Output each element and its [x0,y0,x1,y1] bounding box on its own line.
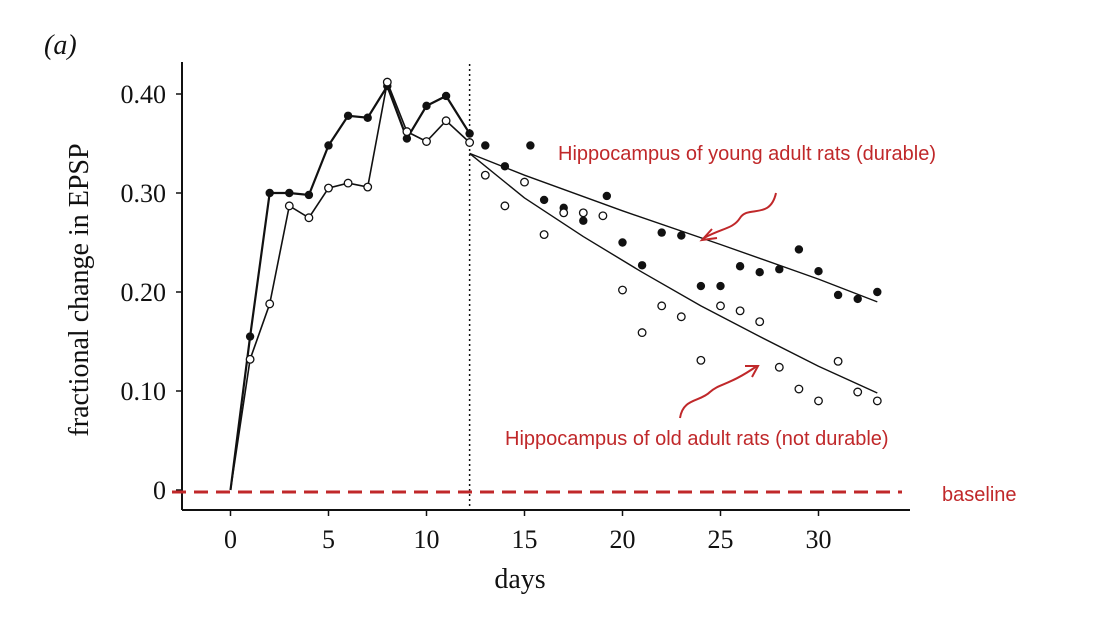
old-data-point [578,208,588,218]
young-data-point [343,111,353,120]
y-tick-label: 0 [153,476,166,505]
old-data-point [872,396,882,406]
young-data-point [873,287,882,297]
old-data-point [559,208,569,218]
young-data-point [285,188,294,198]
young-arrow [703,192,777,239]
young-data-point [853,294,862,304]
axes [181,62,910,511]
young-data-point [696,281,706,291]
baseline-label: baseline [942,484,1017,506]
young-data-point [324,141,333,150]
old-connecting-line [229,79,471,491]
x-axis-label: days [494,564,545,595]
young-data-point [814,267,823,276]
x-tick-label: 25 [708,525,734,554]
young-data-point [481,141,490,150]
young-data-point [539,195,549,205]
axis-ticks: 0 5 10 15 20 25 30 0 0.10 0.20 0.30 0.40 [121,80,832,554]
x-tick-label: 10 [414,525,440,554]
old-data-point [853,387,863,397]
young-data-point [500,162,510,171]
y-tick-label: 0.40 [121,80,167,109]
panel-label: (a) [44,30,77,61]
old-arrow-head [745,365,760,378]
old-data-point [343,178,353,188]
old-data-point [480,170,490,180]
young-data-point [245,332,255,341]
young-data-point [755,268,764,277]
old-data-point [755,317,765,327]
old-data-point [833,356,843,366]
young-data-point [602,191,612,201]
old-data-point [304,213,314,223]
young-data-point [735,262,745,271]
old-data-point [284,201,294,211]
old-data-point [598,211,608,221]
old-data-point [657,301,667,311]
old-data-point [637,328,647,338]
young-data-point [618,238,627,247]
y-tick-label: 0.30 [121,179,167,208]
young-data-point [716,281,725,291]
x-tick-label: 30 [806,525,832,554]
old-data-point [500,201,510,211]
old-data-point [814,396,823,406]
young-data-point [526,141,535,150]
young-annotation: Hippocampus of young adult rats (durable… [558,143,936,165]
y-axis-label: fractional change in EPSP [64,143,95,436]
old-data-point [676,312,686,322]
old-data-point [520,177,529,187]
old-data-point [441,116,451,126]
young-data-point [363,113,372,122]
young-data-point [402,134,412,143]
old-data-point [402,127,412,137]
old-data-point [245,354,255,364]
old-data-point [465,138,475,147]
young-data-point [677,231,686,240]
young-arrow-head [699,228,718,242]
old-data-point [716,301,725,311]
annotations: baseline Hippocampus of young adult rats … [172,143,1017,506]
young-data-point [833,290,843,300]
old-fit-curve [469,152,878,394]
y-tick-label: 0.10 [121,377,167,406]
old-annotation: Hippocampus of old adult rats (not durab… [505,428,889,450]
young-fit-curve [469,152,878,303]
young-data-point [579,216,588,225]
old-data-point [618,285,627,295]
young-data-point [775,265,784,274]
young-data-point [465,129,474,138]
old-data-point [774,362,784,372]
old-data-point [794,384,804,394]
young-data-point [265,188,274,198]
old-data-point [735,306,745,316]
young-data-point [637,261,647,270]
x-tick-label: 5 [322,525,335,554]
x-tick-label: 15 [512,525,538,554]
young-data-point [657,228,666,237]
old-data-point [363,182,373,192]
young-connecting-line [229,83,471,491]
old-data-point [265,299,275,309]
old-data-point [539,230,549,240]
y-tick-label: 0.20 [121,278,167,307]
data-marks [229,64,882,510]
old-data-point [324,183,333,193]
young-data-point [794,245,804,254]
young-data-point [441,91,451,101]
old-data-point [422,137,431,146]
x-tick-label: 20 [610,525,636,554]
young-data-point [304,190,314,200]
x-tick-label: 0 [224,525,237,554]
young-data-point [422,101,431,111]
old-data-point [696,355,706,365]
old-arrow [679,365,758,419]
old-data-point [382,77,392,87]
